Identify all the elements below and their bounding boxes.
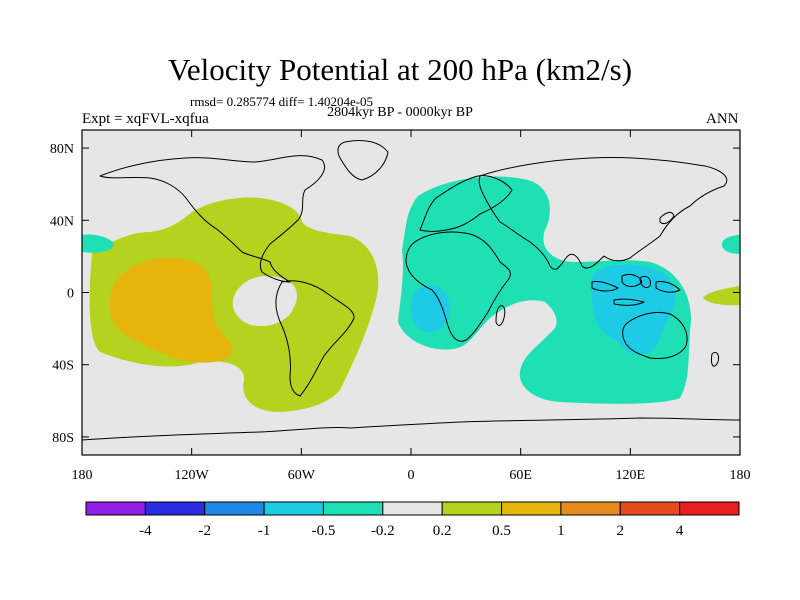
region-africa-minimum [410, 285, 450, 333]
colorbar-label: 0.5 [492, 523, 511, 539]
region-dateline-edge-positive [703, 286, 740, 306]
colorbar-bin [263, 501, 324, 516]
colorbar-label: -0.2 [371, 523, 395, 539]
colorbar-label: 2 [617, 523, 625, 539]
colorbar-label: 0.2 [433, 523, 452, 539]
x-tick-label: 60W [288, 468, 316, 483]
x-tick-label: 60E [509, 468, 532, 483]
y-tick-label: 0 [67, 287, 74, 302]
colorbar-label: 1 [557, 523, 565, 539]
contour-fills [82, 139, 740, 441]
x-tick-label: 120E [616, 468, 646, 483]
colorbar-label: -0.5 [312, 523, 336, 539]
x-axis: 180 120W 60W 0 60E 120E 180 [72, 130, 751, 483]
colorbar-bin [85, 501, 146, 516]
colorbar-bin [501, 501, 562, 516]
colorbar-bin [382, 501, 443, 516]
rmsd-diff-stats: rmsd= 0.285774 diff= 1.40204e-05 [190, 94, 374, 109]
colorbar-label: -2 [198, 523, 211, 539]
coastlines [82, 139, 740, 441]
x-tick-label: 0 [408, 468, 415, 483]
colorbar-bin [322, 501, 384, 516]
region-africa-indian-negative [398, 176, 691, 404]
colorbar-bin [441, 501, 503, 516]
colorbar-bin [619, 501, 681, 516]
x-tick-label: 120W [175, 468, 210, 483]
region-east-pacific-maximum [109, 258, 232, 363]
colorbar-bin [144, 501, 206, 516]
y-tick-label: 80S [52, 431, 74, 446]
colorbar-label: -1 [258, 523, 271, 539]
y-tick-label: 40S [52, 359, 74, 374]
colorbar-label: -4 [139, 523, 152, 539]
colorbar-bin [204, 501, 265, 516]
y-tick-label: 80N [50, 142, 74, 157]
experiment-label: Expt = xqFVL-xqfua [82, 111, 209, 127]
season-label: ANN [706, 111, 739, 127]
time-period: 2804kyr BP - 0000kyr BP [327, 105, 473, 120]
region-west-pacific-edge-negative [82, 234, 114, 253]
region-east-pacific-positive [89, 197, 379, 412]
chart-title: Velocity Potential at 200 hPa (km2/s) [167, 52, 633, 87]
region-west-pacific-edge-negative-east [721, 235, 740, 254]
region-maritime-continent-minimum [591, 264, 676, 355]
colorbar: -4 -2 -1 -0.5 -0.2 0.2 0.5 1 2 4 [85, 501, 740, 539]
y-tick-label: 40N [50, 214, 74, 229]
x-tick-label: 180 [730, 468, 751, 483]
y-axis: 80N 40N 0 40S 80S [50, 142, 740, 446]
colorbar-bin [560, 501, 621, 516]
x-tick-label: 180 [72, 468, 93, 483]
colorbar-bin [679, 501, 740, 516]
colorbar-label: 4 [676, 523, 684, 539]
